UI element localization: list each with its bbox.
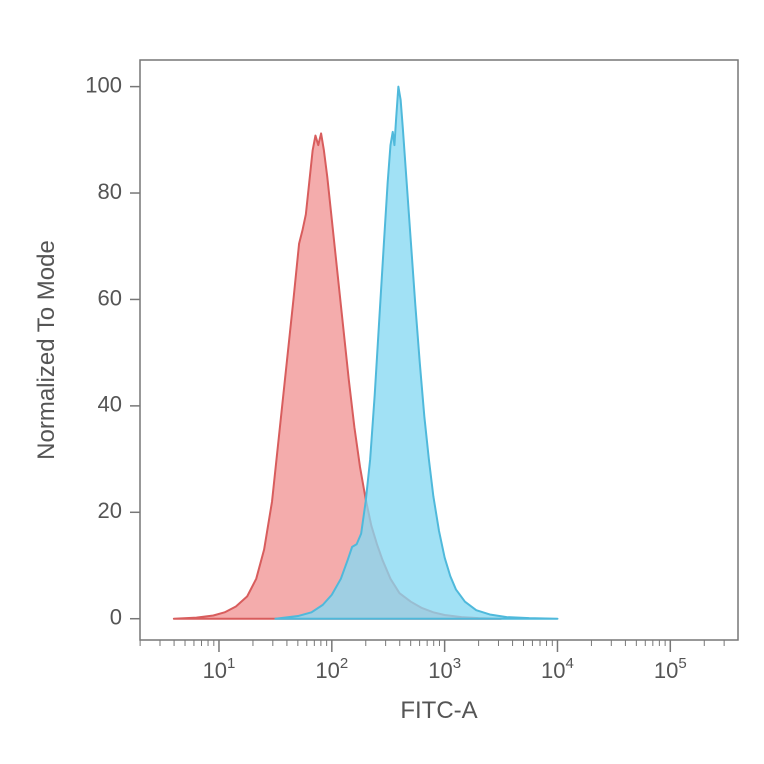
y-tick-label: 80 bbox=[98, 179, 122, 204]
y-axis-label: Normalized To Mode bbox=[33, 240, 60, 460]
x-axis-label: FITC-A bbox=[400, 697, 477, 724]
y-tick-label: 100 bbox=[85, 72, 122, 97]
y-tick-label: 40 bbox=[98, 392, 122, 417]
y-tick-label: 20 bbox=[98, 498, 122, 523]
flow-cytometry-histogram: 020406080100Normalized To Mode1011021031… bbox=[0, 0, 764, 764]
chart-svg: 020406080100Normalized To Mode1011021031… bbox=[0, 0, 764, 764]
y-tick-label: 60 bbox=[98, 285, 122, 310]
y-tick-label: 0 bbox=[110, 605, 122, 630]
